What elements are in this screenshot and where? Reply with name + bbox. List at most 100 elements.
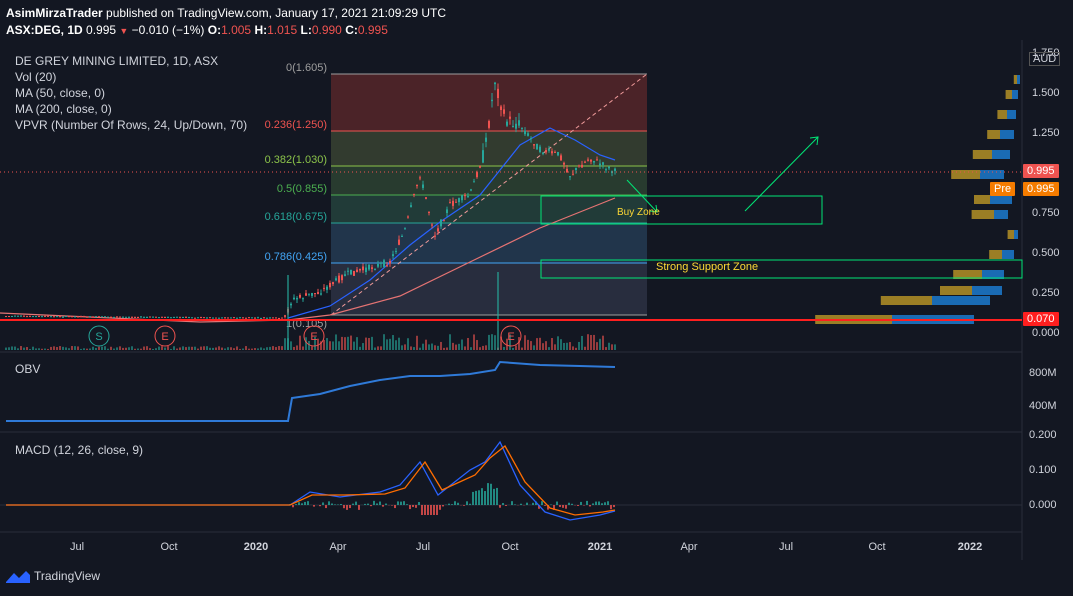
volume-bar	[245, 346, 247, 350]
candle-body	[134, 316, 136, 318]
candle-body	[23, 315, 25, 317]
symbol-name[interactable]: ASX:DEG, 1D	[6, 23, 83, 37]
candle-body	[575, 167, 577, 171]
legend-vpvr[interactable]: VPVR (Number Of Rows, 24, Up/Down, 70)	[15, 118, 248, 132]
candle-body	[167, 316, 169, 318]
macd-histogram-bar	[376, 503, 378, 505]
volume-bar	[533, 345, 535, 350]
volume-bar	[422, 343, 424, 350]
volume-bar	[524, 335, 526, 350]
legend-ma50[interactable]: MA (50, close, 0)	[15, 86, 106, 100]
volume-bar	[224, 348, 226, 350]
candle-body	[80, 316, 82, 318]
legend-ma200[interactable]: MA (200, close, 0)	[15, 102, 112, 116]
volume-bar	[389, 338, 391, 350]
macd-histogram-bar	[412, 505, 414, 508]
candle-body	[536, 143, 538, 150]
volume-bar	[344, 337, 346, 350]
volume-bar	[563, 342, 565, 350]
volume-bar	[515, 345, 517, 350]
volume-bar	[59, 346, 61, 350]
split-event-marker	[88, 325, 110, 347]
volume-bar	[455, 344, 457, 350]
candle-body	[596, 159, 598, 161]
candle-body	[299, 294, 301, 298]
legend-title[interactable]: DE GREY MINING LIMITED, 1D, ASX	[15, 54, 219, 68]
volume-bar	[125, 347, 127, 350]
candle-body	[98, 316, 100, 318]
tradingview-brand[interactable]: TradingView	[6, 569, 100, 583]
candle-body	[44, 315, 46, 317]
macd-histogram-bar	[448, 503, 450, 505]
publish-header: AsimMirzaTrader published on TradingView…	[6, 6, 446, 20]
volume-bar	[326, 338, 328, 350]
vpvr-up-bar	[982, 270, 1004, 279]
candle-body	[434, 235, 436, 237]
volume-bar	[41, 348, 43, 350]
volume-bar	[575, 347, 577, 350]
candle-body	[323, 287, 325, 289]
volume-bar	[386, 339, 388, 350]
candle-body	[350, 269, 352, 275]
candle-body	[389, 260, 391, 264]
volume-bar	[485, 345, 487, 350]
volume-bar	[104, 346, 106, 350]
candle-body	[281, 317, 283, 319]
macd-histogram-bar	[481, 488, 483, 505]
volume-bar	[350, 335, 352, 350]
volume-bar	[503, 346, 505, 350]
volume-bar	[188, 346, 190, 350]
volume-bar	[68, 348, 70, 350]
candle-body	[473, 181, 475, 183]
volume-bar	[137, 348, 139, 350]
macd-histogram-bar	[427, 505, 429, 515]
legend-vol[interactable]: Vol (20)	[15, 70, 57, 84]
macd-histogram-bar	[577, 505, 579, 506]
candle-body	[158, 317, 160, 319]
candle-body	[425, 197, 427, 199]
macd-histogram-bar	[292, 505, 294, 508]
legend-obv[interactable]: OBV	[15, 362, 41, 376]
volume-bar	[200, 346, 202, 350]
volume-bar	[614, 344, 616, 350]
volume-bar	[317, 338, 319, 350]
buy-zone-box	[540, 195, 823, 225]
candle-body	[404, 228, 406, 230]
volume-bar	[539, 337, 541, 350]
volume-bar	[440, 341, 442, 350]
volume-bar	[194, 346, 196, 350]
support-zone-box	[540, 259, 1023, 279]
macd-histogram-bar	[424, 505, 426, 515]
price-tick-label: 1.500	[1032, 87, 1060, 99]
vpvr-down-bar	[989, 250, 1002, 259]
volume-bar	[374, 347, 376, 350]
volume-bar	[26, 347, 28, 350]
macd-histogram-bar	[352, 503, 354, 505]
candle-body	[266, 317, 268, 319]
macd-histogram-bar	[610, 505, 612, 510]
candle-body	[377, 264, 379, 267]
candle-body	[182, 317, 184, 319]
time-tick-label: 2021	[588, 541, 612, 553]
volume-bar	[98, 346, 100, 350]
candle-body	[569, 176, 571, 178]
volume-bar	[182, 346, 184, 350]
candle-body	[488, 121, 490, 128]
volume-bar	[155, 348, 157, 350]
volume-bar	[158, 346, 160, 350]
volume-bar	[443, 347, 445, 350]
price-tick-label: 0.750	[1032, 207, 1060, 219]
macd-histogram-bar	[337, 504, 339, 505]
volume-bar	[206, 346, 208, 350]
macd-histogram-bar	[556, 501, 558, 505]
legend-macd[interactable]: MACD (12, 26, close, 9)	[15, 443, 144, 457]
candle-body	[152, 316, 154, 318]
candle-body	[467, 196, 469, 198]
time-tick-label: 2020	[244, 541, 268, 553]
volume-bar	[407, 338, 409, 350]
volume-bar	[521, 347, 523, 350]
currency-button[interactable]: AUD	[1029, 52, 1061, 66]
macd-histogram-bar	[403, 501, 405, 505]
author-name[interactable]: AsimMirzaTrader	[6, 6, 103, 20]
